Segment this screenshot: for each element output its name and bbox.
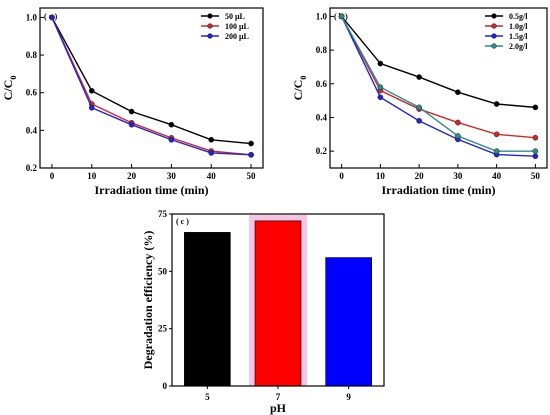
x-tick-label: 30 <box>167 171 177 181</box>
data-point <box>532 153 539 160</box>
data-point <box>416 104 422 111</box>
legend-swatch-marker <box>207 13 213 19</box>
y-tick-label: 25 <box>158 324 168 334</box>
bar <box>325 257 372 387</box>
panel-label: ( c ) <box>176 217 189 226</box>
data-point <box>532 134 539 141</box>
y-tick-label: 0.2 <box>316 146 328 156</box>
x-tick-label: 0 <box>50 171 55 181</box>
data-point <box>455 133 461 139</box>
data-point <box>416 74 422 80</box>
data-point <box>128 108 135 115</box>
x-axis-label: Irradiation time (min) <box>95 183 209 197</box>
data-point <box>168 121 175 128</box>
x-tick-label: 50 <box>247 171 257 181</box>
x-tick-label: 10 <box>376 171 386 181</box>
legend-swatch-marker <box>491 33 497 39</box>
x-tick-label: 20 <box>127 171 137 181</box>
legend-label: 2.0g/l <box>509 42 528 51</box>
data-point <box>455 89 461 96</box>
x-tick-label: 20 <box>415 171 425 181</box>
data-point <box>493 101 500 107</box>
data-point <box>208 136 215 143</box>
series-line <box>341 15 536 109</box>
y-tick-label: 0.8 <box>316 45 328 55</box>
y-tick-label: 0 <box>163 381 168 391</box>
data-point <box>208 150 215 156</box>
plot-frame <box>329 7 548 169</box>
data-point <box>128 121 135 128</box>
series-line <box>341 16 536 152</box>
line-chart-a: ( a )010203040500.20.40.60.81.0Irradiati… <box>1 7 264 197</box>
x-tick-label: 30 <box>453 171 463 181</box>
y-axis-label-subscript: 0 <box>299 76 308 80</box>
y-tick-label: 75 <box>158 209 168 219</box>
legend-swatch-marker <box>207 33 213 39</box>
data-point <box>377 84 384 91</box>
legend-label: 1.5g/l <box>509 32 528 41</box>
x-tick-label: 0 <box>339 171 344 181</box>
y-axis-label: C/C0 <box>1 76 18 101</box>
data-point <box>248 151 254 158</box>
data-point <box>168 136 175 143</box>
series-line <box>341 16 536 139</box>
legend-label: 100 μL <box>225 22 249 31</box>
y-tick-label: 0.8 <box>26 50 38 60</box>
legend-swatch-marker <box>491 43 497 49</box>
data-point <box>455 119 461 126</box>
y-tick-label: 1.0 <box>316 11 328 21</box>
data-point <box>377 94 384 101</box>
bar-chart-c: 5 7 9 ( c ) 0 25 50 75 pH Degradation efficiency … <box>141 209 385 415</box>
data-point <box>49 14 55 21</box>
y-tick-label: 0.2 <box>26 163 38 173</box>
legend-label: 200 μL <box>225 32 249 41</box>
data-point <box>416 117 422 124</box>
data-point <box>88 87 95 94</box>
data-point <box>532 148 539 155</box>
data-point <box>88 104 95 111</box>
y-tick-label: 0.6 <box>26 88 38 98</box>
legend-label: 1.0g/l <box>509 22 528 31</box>
x-tick-label: 50 <box>531 171 541 181</box>
x-tick-label: 5 <box>205 392 210 402</box>
y-axis-label-subscript: 0 <box>9 76 18 80</box>
y-axis-label-main: C/C <box>291 80 305 101</box>
bar <box>184 232 231 387</box>
y-axis-label: Degradation efficiency (%) <box>141 231 155 370</box>
y-tick-label: 0.4 <box>26 125 38 135</box>
legend-swatch-marker <box>491 13 497 19</box>
data-point <box>338 13 345 20</box>
bar <box>254 220 302 387</box>
y-tick-label: 0.6 <box>316 79 328 89</box>
legend-swatch-marker <box>491 23 497 29</box>
x-tick-label: 9 <box>346 392 351 402</box>
series-line <box>51 17 252 156</box>
x-tick-label: 40 <box>207 171 217 181</box>
line-chart-b: ( b )010203040500.20.40.60.81.0Irradiati… <box>291 7 548 197</box>
data-point <box>493 148 500 155</box>
y-tick-label: 50 <box>158 266 168 276</box>
data-point <box>377 60 384 67</box>
x-axis-label: Irradiation time (min) <box>382 183 496 197</box>
x-tick-label: 40 <box>492 171 502 181</box>
series-line <box>51 17 252 156</box>
data-point <box>248 140 254 147</box>
y-tick-label: 1.0 <box>26 12 38 22</box>
plot-frame <box>171 213 385 387</box>
x-tick-label: 10 <box>87 171 97 181</box>
y-axis-label: C/C0 <box>291 76 308 101</box>
y-axis-label-main: C/C <box>1 80 15 101</box>
x-tick-label: 7 <box>276 392 281 402</box>
x-axis-label: pH <box>270 401 287 415</box>
data-point <box>493 131 500 138</box>
data-point <box>532 104 539 111</box>
legend-swatch-marker <box>207 23 213 29</box>
y-tick-label: 0.4 <box>316 112 328 122</box>
legend-label: 50 μL <box>225 12 245 21</box>
series-line <box>51 17 252 145</box>
series-line <box>340 16 536 157</box>
legend-label: 0.5g/l <box>509 12 528 21</box>
plot-frame <box>39 7 264 169</box>
